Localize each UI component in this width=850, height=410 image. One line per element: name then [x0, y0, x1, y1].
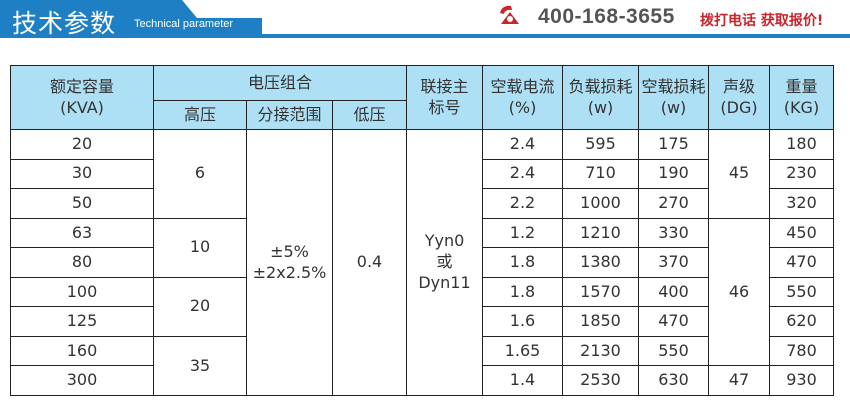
banner-divider — [0, 34, 850, 38]
header-connection: 联接主 标号 — [406, 65, 483, 130]
no-load-loss-cell: 400 — [638, 276, 709, 308]
weight-cell: 180 — [769, 129, 834, 160]
header-sound-level: 声级 (DG) — [708, 65, 770, 130]
header-load-loss: 负载损耗 (w) — [562, 65, 639, 130]
load-loss-cell: 1380 — [562, 247, 639, 278]
header-low-voltage: 低压 — [332, 100, 407, 130]
capacity-cell: 160 — [10, 335, 154, 367]
table-row: 80 1.8 1380 370 470 — [10, 247, 834, 278]
weight-cell: 620 — [769, 306, 834, 337]
sound-level-cell: 45 — [708, 129, 770, 219]
no-load-loss-cell: 470 — [638, 306, 709, 337]
table-row: 30 2.4 710 190 230 — [10, 158, 834, 190]
no-load-loss-cell: 630 — [638, 365, 709, 396]
weight-cell: 450 — [769, 217, 834, 249]
no-load-current-cell: 1.6 — [482, 306, 563, 337]
load-loss-cell: 2530 — [562, 365, 639, 396]
header-no-load-current: 空载电流 (%) — [482, 65, 563, 130]
capacity-cell: 80 — [10, 247, 154, 278]
no-load-loss-cell: 175 — [638, 129, 709, 160]
sound-level-cell: 47 — [708, 365, 770, 396]
phone-icon — [500, 5, 519, 24]
high-voltage-cell: 35 — [153, 335, 247, 397]
weight-cell: 780 — [769, 335, 834, 367]
high-voltage-cell: 10 — [153, 217, 247, 278]
table-row: 20 6 ±5% ±2x2.5% 0.4 Yyn0 或 Dyn11 2.4 595 175 45… — [10, 129, 834, 396]
load-loss-cell: 595 — [562, 129, 639, 160]
no-load-current-cell: 1.8 — [482, 276, 563, 308]
capacity-cell: 125 — [10, 306, 154, 337]
header-high-voltage: 高压 — [153, 100, 247, 130]
table-row: 63 10 1.2 1210 330 46 450 — [10, 217, 834, 367]
header-weight: 重量 (KG) — [769, 65, 834, 130]
page-title: 技术参数 — [12, 9, 117, 38]
page-subtitle: Technical parameter — [134, 18, 234, 30]
load-loss-cell: 2130 — [562, 335, 639, 367]
capacity-cell: 50 — [10, 188, 154, 219]
capacity-cell: 20 — [10, 129, 154, 160]
weight-cell: 470 — [769, 247, 834, 278]
capacity-cell: 63 — [10, 217, 154, 249]
no-load-current-cell: 2.2 — [482, 188, 563, 219]
header-capacity: 额定容量 (KVA) — [10, 65, 154, 130]
header-banner: 技术参数 Technical parameter 400-168-3655 拨打… — [0, 0, 850, 40]
weight-cell: 230 — [769, 158, 834, 190]
phone-number[interactable]: 400-168-3655 — [538, 5, 675, 28]
no-load-current-cell: 2.4 — [482, 129, 563, 160]
connection-cell: Yyn0 或 Dyn11 — [406, 129, 483, 396]
capacity-cell: 30 — [10, 158, 154, 190]
load-loss-cell: 1000 — [562, 188, 639, 219]
table-row: 50 2.2 1000 270 320 — [10, 188, 834, 219]
header-voltage-group: 电压组合 — [153, 65, 407, 101]
no-load-current-cell: 1.65 — [482, 335, 563, 367]
high-voltage-cell: 20 — [153, 276, 247, 337]
load-loss-cell: 1850 — [562, 306, 639, 337]
sound-level-cell: 46 — [708, 217, 770, 367]
no-load-loss-cell: 370 — [638, 247, 709, 278]
call-to-action: 拨打电话 获取报价! — [700, 13, 824, 29]
high-voltage-cell: 6 — [153, 129, 247, 219]
load-loss-cell: 710 — [562, 158, 639, 190]
no-load-loss-cell: 270 — [638, 188, 709, 219]
spec-table: 额定容量 (KVA) 电压组合 联接主 标号 空载电流 (%) 负载损耗 (w)… — [10, 65, 834, 397]
low-voltage-cell: 0.4 — [332, 129, 407, 396]
weight-cell: 930 — [769, 365, 834, 396]
capacity-cell: 300 — [10, 365, 154, 396]
no-load-current-cell: 1.4 — [482, 365, 563, 396]
no-load-loss-cell: 190 — [638, 158, 709, 190]
load-loss-cell: 1570 — [562, 276, 639, 308]
no-load-current-cell: 1.2 — [482, 217, 563, 249]
table-row: 300 1.4 2530 630 47 930 — [10, 365, 834, 396]
load-loss-cell: 1210 — [562, 217, 639, 249]
table-row: 100 20 1.8 1570 400 550 — [10, 276, 834, 337]
no-load-current-cell: 1.8 — [482, 247, 563, 278]
table-row: 160 35 1.65 2130 550 780 — [10, 335, 834, 397]
weight-cell: 320 — [769, 188, 834, 219]
weight-cell: 550 — [769, 276, 834, 308]
header-tap-range: 分接范围 — [246, 100, 333, 130]
no-load-current-cell: 2.4 — [482, 158, 563, 190]
capacity-cell: 100 — [10, 276, 154, 308]
header-no-load-loss: 空载损耗 (w) — [638, 65, 709, 130]
no-load-loss-cell: 550 — [638, 335, 709, 367]
tap-range-cell: ±5% ±2x2.5% — [246, 129, 333, 396]
no-load-loss-cell: 330 — [638, 217, 709, 249]
